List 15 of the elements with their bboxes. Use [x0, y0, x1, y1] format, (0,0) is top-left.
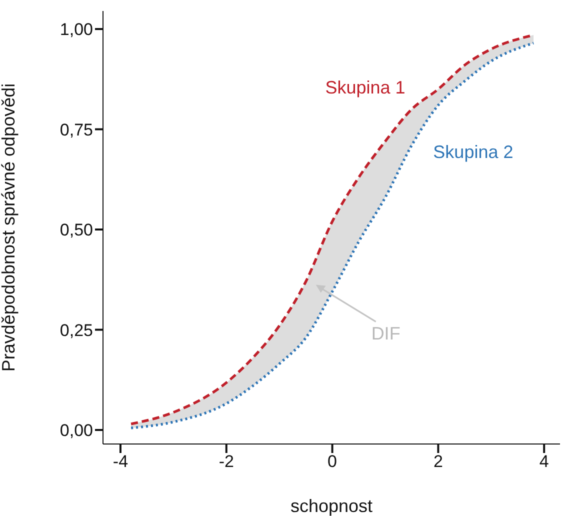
y-tick-label: 0,50: [60, 220, 93, 240]
y-tick-label: 0,25: [60, 320, 93, 340]
series-label: Skupina 1: [325, 77, 406, 98]
y-tick-label: 1,00: [60, 20, 93, 40]
series-label: Skupina 2: [433, 142, 514, 162]
x-tick-label: -4: [112, 452, 128, 472]
y-axis-title: Pravděpodobnost správné odpovědi: [0, 83, 18, 372]
x-tick-label: 4: [539, 452, 549, 472]
x-tick-label: 2: [433, 452, 443, 472]
x-tick-label: -2: [218, 452, 234, 472]
y-tick-label: 0,75: [60, 120, 93, 140]
x-tick-label: 0: [328, 452, 338, 472]
y-tick-label: 0,00: [60, 421, 93, 440]
x-axis-title: schopnost: [290, 496, 373, 516]
annotation: DIF: [371, 324, 400, 344]
